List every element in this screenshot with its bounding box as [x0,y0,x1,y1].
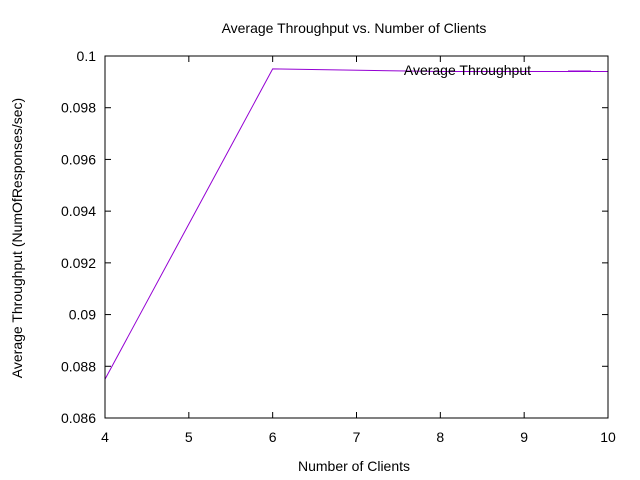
x-tick-label: 7 [353,429,361,445]
axis-ticks: 4 5 6 7 8 9 10 0.086 0.088 0.09 0.092 0.094 0.096 0.0… [61,48,616,445]
chart-title: Average Throughput vs. Number of Clients [222,20,487,36]
y-tick-label: 0.092 [61,255,96,271]
x-tick-label: 4 [101,429,109,445]
y-tick-label: 0.094 [61,203,96,219]
y-tick-label: 0.086 [61,410,96,426]
x-tick-label: 6 [269,429,277,445]
y-tick-label: 0.088 [61,358,96,374]
x-tick-label: 5 [185,429,193,445]
plot-area-border [104,55,609,419]
y-axis-label: Average Throughput (NumOfResponses/sec) [9,98,25,378]
y-tick-label: 0.096 [61,151,96,167]
x-tick-label: 10 [600,429,616,445]
series-layer [104,68,608,380]
x-tick-label: 8 [436,429,444,445]
series-line [104,68,608,380]
legend: Average Throughput [404,62,591,78]
legend-label: Average Throughput [404,62,531,78]
x-axis-label: Number of Clients [298,458,410,474]
x-tick-label: 9 [520,429,528,445]
y-tick-label: 0.09 [69,307,96,323]
y-tick-label: 0.098 [61,100,96,116]
y-tick-label: 0.1 [77,48,97,64]
